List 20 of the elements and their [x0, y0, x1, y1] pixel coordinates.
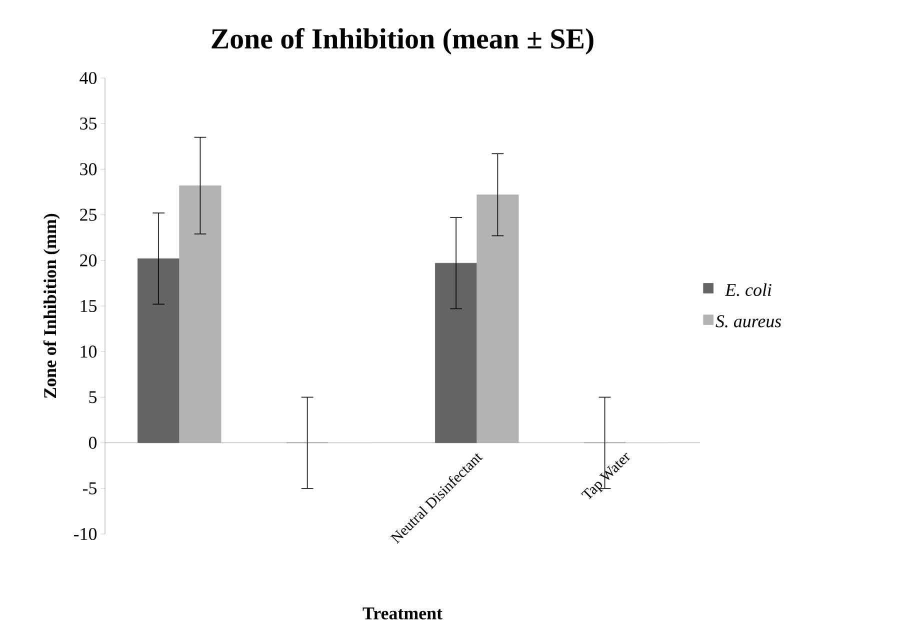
y-tick-label: -5 — [82, 482, 97, 494]
y-tick-label: 40 — [80, 72, 97, 84]
y-tick-label: 5 — [89, 391, 97, 404]
y-tick-label: 30 — [80, 163, 97, 176]
bar — [476, 194, 519, 443]
y-tick-label: 0 — [88, 436, 97, 449]
y-tick-label: 35 — [80, 118, 97, 130]
bar — [138, 258, 180, 443]
y-tick-label: 20 — [80, 254, 97, 266]
y-axis-title: Zone of Inhibition (mm) — [43, 214, 60, 398]
y-tick-label: 10 — [80, 346, 97, 358]
legend-label: S. aureus — [716, 315, 782, 328]
y-tick-label: 25 — [80, 208, 97, 221]
x-axis-title: Treatment — [362, 608, 442, 620]
bar — [435, 262, 478, 443]
y-tick-label: -10 — [74, 528, 97, 540]
y-tick-label: 15 — [80, 300, 97, 312]
chart-title: Zone of Inhibition (mean ± SE) — [212, 28, 594, 55]
bar — [179, 185, 222, 443]
legend-label: E. coli — [724, 283, 772, 296]
